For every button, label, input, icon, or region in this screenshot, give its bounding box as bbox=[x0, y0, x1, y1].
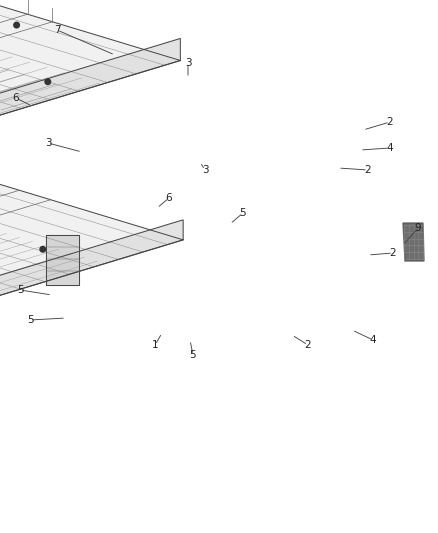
Polygon shape bbox=[0, 150, 183, 301]
Text: 4: 4 bbox=[370, 335, 376, 345]
Polygon shape bbox=[403, 223, 424, 261]
Circle shape bbox=[14, 22, 19, 28]
Text: 6: 6 bbox=[13, 93, 19, 103]
Text: 1: 1 bbox=[152, 340, 158, 350]
Text: 2: 2 bbox=[390, 248, 396, 258]
Text: 2: 2 bbox=[387, 117, 393, 127]
Polygon shape bbox=[0, 220, 183, 301]
Circle shape bbox=[40, 246, 46, 252]
Polygon shape bbox=[0, 0, 180, 122]
Text: 5: 5 bbox=[190, 350, 196, 360]
Text: 9: 9 bbox=[415, 223, 421, 233]
Text: 2: 2 bbox=[305, 340, 311, 350]
Circle shape bbox=[45, 79, 51, 85]
Text: 5: 5 bbox=[27, 315, 33, 325]
Text: 7: 7 bbox=[54, 25, 60, 35]
Text: 3: 3 bbox=[45, 138, 51, 148]
Polygon shape bbox=[0, 38, 180, 122]
Text: 2: 2 bbox=[365, 165, 371, 175]
Text: 4: 4 bbox=[387, 143, 393, 153]
Text: 5: 5 bbox=[240, 208, 246, 218]
Text: 5: 5 bbox=[17, 285, 23, 295]
Text: 3: 3 bbox=[185, 58, 191, 68]
Text: 6: 6 bbox=[166, 193, 172, 203]
Polygon shape bbox=[46, 235, 78, 285]
Text: 3: 3 bbox=[201, 165, 208, 175]
